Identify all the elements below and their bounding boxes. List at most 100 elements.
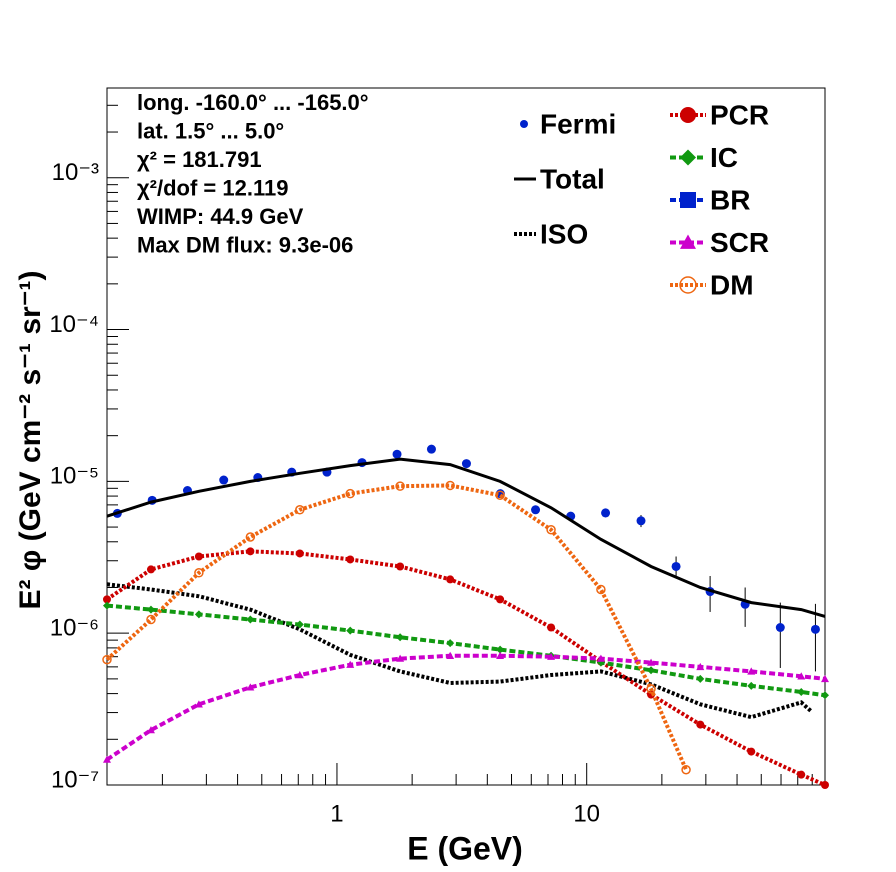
series-line <box>105 549 826 787</box>
marker <box>747 667 756 675</box>
marker <box>696 674 705 683</box>
marker <box>346 555 355 564</box>
marker <box>194 568 204 578</box>
plot-frame <box>106 87 826 786</box>
marker <box>646 684 656 694</box>
marker <box>671 561 681 571</box>
marker <box>102 654 112 665</box>
series-line <box>105 653 826 762</box>
marker <box>680 192 696 208</box>
marker <box>295 620 304 629</box>
legend-label: BR <box>710 184 750 215</box>
marker <box>246 547 255 556</box>
legend-label: Fermi <box>540 108 616 139</box>
legend-label: ISO <box>540 218 588 249</box>
marker <box>346 660 355 668</box>
marker <box>426 444 436 454</box>
legend-label: SCR <box>710 227 769 258</box>
annotation: lat. 1.5° ... 5.0° <box>137 118 284 143</box>
marker <box>345 488 355 499</box>
marker <box>146 605 155 614</box>
marker <box>680 234 696 249</box>
marker <box>696 720 705 729</box>
annotation: Max DM flux: 9.3e-06 <box>137 232 353 257</box>
x-tick-label: 10 <box>573 800 600 827</box>
marker <box>396 654 405 662</box>
marker <box>396 562 405 571</box>
marker <box>821 781 829 789</box>
marker <box>496 651 505 659</box>
marker <box>146 726 155 734</box>
marker <box>821 674 829 683</box>
marker <box>396 633 405 642</box>
marker <box>103 595 111 604</box>
legend-label: DM <box>710 269 754 300</box>
marker <box>461 459 471 469</box>
marker <box>219 475 229 485</box>
series-line <box>105 483 688 771</box>
marker <box>547 623 556 632</box>
marker <box>194 552 203 561</box>
marker <box>245 532 256 542</box>
marker <box>496 595 505 604</box>
series-line <box>106 582 813 720</box>
marker <box>446 639 455 648</box>
marker <box>146 614 156 625</box>
marker <box>295 549 304 558</box>
marker <box>246 615 255 624</box>
marker <box>696 662 705 671</box>
marker <box>680 149 696 166</box>
marker <box>103 755 111 763</box>
marker <box>647 666 656 675</box>
marker <box>103 601 111 610</box>
marker <box>797 770 806 779</box>
annotation: WIMP: 44.9 GeV <box>137 204 304 229</box>
series-line <box>106 603 826 698</box>
marker <box>680 107 696 123</box>
marker <box>495 490 505 501</box>
marker <box>395 481 405 491</box>
marker <box>775 623 785 633</box>
marker <box>547 652 556 660</box>
marker <box>797 687 806 696</box>
marker <box>496 645 505 654</box>
y-tick-label: 10⁻⁶ <box>50 615 99 642</box>
legend-label: PCR <box>710 99 769 130</box>
marker <box>531 505 541 515</box>
marker <box>747 747 756 756</box>
marker <box>194 610 203 619</box>
y-tick-label: 10⁻⁷ <box>51 766 99 793</box>
y-tick-label: 10⁻⁴ <box>49 311 99 338</box>
annotation: χ² = 181.791 <box>137 147 262 172</box>
marker <box>295 671 304 679</box>
marker <box>596 584 606 595</box>
marker <box>821 691 829 700</box>
marker <box>647 658 656 666</box>
marker <box>810 624 820 634</box>
marker <box>445 480 455 491</box>
annotation: long. -160.0° ... -165.0° <box>137 90 369 115</box>
marker <box>546 525 556 535</box>
series-line <box>106 457 826 618</box>
x-tick-label: 1 <box>330 800 343 827</box>
marker <box>596 654 605 662</box>
marker <box>446 575 455 584</box>
marker <box>446 651 455 659</box>
annotation: χ²/dof = 12.119 <box>137 175 288 200</box>
marker <box>246 683 255 691</box>
legend-label: IC <box>710 142 738 173</box>
marker <box>601 508 611 518</box>
marker <box>747 681 756 690</box>
marker <box>194 700 203 708</box>
marker <box>797 672 806 680</box>
marker <box>681 765 691 775</box>
legend-label: Total <box>540 163 605 194</box>
marker <box>679 276 697 294</box>
marker <box>392 449 402 459</box>
y-axis-label: E² φ (GeV cm⁻² s⁻¹ sr⁻¹) <box>14 270 47 609</box>
y-tick-label: 10⁻³ <box>52 159 99 186</box>
marker <box>636 516 646 526</box>
x-axis-label: E (GeV) <box>407 830 523 866</box>
marker <box>146 565 155 574</box>
